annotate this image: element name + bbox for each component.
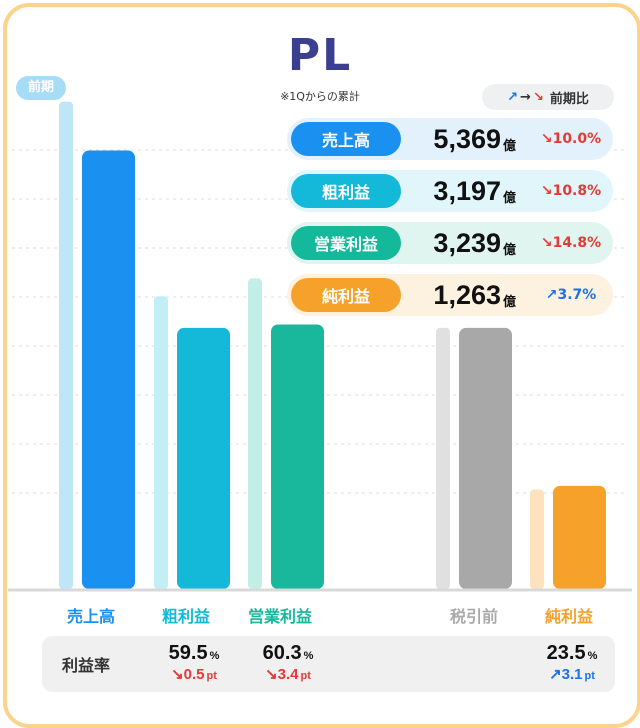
category-label-operating-profit: 営業利益: [247, 607, 312, 626]
kpi-value-operating-profit: 3,239: [433, 227, 501, 258]
bar-current-operating-profit: [271, 324, 324, 589]
kpi-change-operating-profit: ↘14.8%: [540, 235, 602, 251]
prev-period-badge: 前期: [16, 76, 66, 100]
net-margin-cell: 23.5% ↗3.1 pt: [546, 642, 598, 683]
kpi-label-sales: 売上高: [291, 122, 401, 156]
bar-prev-gross-profit: [154, 296, 168, 589]
kpi-label-operating-profit: 営業利益: [291, 226, 401, 260]
bar-current-sales: [82, 150, 135, 589]
kpi-row-gross-profit: 粗利益 3,197 億 ↘10.8%: [287, 170, 613, 212]
operating-margin-change: ↘3.4: [265, 666, 299, 683]
bar-prev-sales: [59, 101, 73, 589]
category-label-sales: 売上高: [66, 607, 115, 626]
margin-row: 利益率 59.5% ↘0.5 pt 60.3% ↘3.4 pt 23.5% ↗3.1…: [42, 636, 615, 692]
category-label-net-profit: 純利益: [544, 607, 593, 626]
kpi-change-gross-profit: ↘10.8%: [540, 183, 602, 199]
kpi-value-sales: 5,369: [433, 123, 501, 154]
kpi-label-gross-profit: 粗利益: [291, 174, 401, 208]
net-margin-value: 23.5: [546, 642, 586, 664]
down-arrow-icon: ↘: [532, 89, 544, 105]
kpi-unit-sales: 億: [503, 138, 517, 154]
up-arrow-icon: ↗: [507, 89, 519, 105]
bar-current-net-profit: [553, 485, 606, 589]
bar-pretax-back: [436, 327, 450, 589]
category-label-gross-profit: 粗利益: [161, 607, 210, 626]
kpi-row-operating-profit: 営業利益 3,239 億 ↘14.8%: [287, 222, 613, 264]
kpi-unit-gross-profit: 億: [503, 190, 517, 206]
kpi-value-gross-profit: 3,197: [433, 175, 501, 206]
gross-margin-cell: 59.5% ↘0.5 pt: [168, 642, 220, 683]
kpi-change-sales: ↘10.0%: [540, 131, 602, 147]
bar-current-pretax: [459, 327, 512, 589]
kpi-value-net-profit: 1,263: [433, 279, 501, 310]
bar-current-gross-profit: [177, 327, 230, 589]
legend-label: 前期比: [549, 91, 589, 107]
category-label-pretax: 税引前: [449, 607, 498, 626]
net-margin-change: ↗3.1: [549, 666, 583, 683]
gross-margin-change: ↘0.5: [171, 666, 205, 683]
kpi-label-net-profit: 純利益: [291, 278, 401, 312]
operating-margin-value: 60.3: [262, 642, 302, 664]
kpi-row-sales: 売上高 5,369 億 ↘10.0%: [287, 118, 613, 160]
change-legend: ↗ → ↘ 前期比: [482, 84, 614, 110]
bar-prev-net-profit: [530, 489, 544, 589]
margin-label: 利益率: [62, 656, 111, 675]
kpi-change-net-profit: ↗3.7%: [545, 287, 597, 303]
bar-prev-operating-profit: [248, 278, 262, 589]
cumulative-note: ※1Qからの累計: [280, 90, 360, 103]
operating-margin-cell: 60.3% ↘3.4 pt: [262, 642, 314, 683]
right-arrow-icon: →: [520, 89, 531, 105]
kpi-row-net-profit: 純利益 1,263 億 ↗3.7%: [287, 274, 613, 316]
kpi-unit-net-profit: 億: [503, 294, 517, 310]
gross-margin-value: 59.5: [168, 642, 208, 664]
page-title: PL: [287, 30, 353, 81]
kpi-unit-operating-profit: 億: [503, 242, 517, 258]
